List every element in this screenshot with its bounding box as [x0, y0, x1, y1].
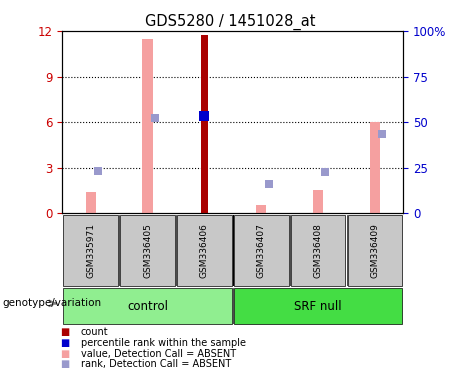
- Point: [322, 169, 329, 175]
- Text: rank, Detection Call = ABSENT: rank, Detection Call = ABSENT: [81, 359, 231, 369]
- FancyBboxPatch shape: [63, 288, 232, 324]
- Text: count: count: [81, 327, 108, 337]
- Bar: [370, 122, 380, 213]
- Bar: [201, 35, 208, 213]
- Text: percentile rank within the sample: percentile rank within the sample: [81, 338, 246, 348]
- FancyBboxPatch shape: [120, 215, 175, 286]
- Text: GSM336405: GSM336405: [143, 223, 152, 278]
- Text: ■: ■: [60, 338, 69, 348]
- Text: ■: ■: [60, 359, 69, 369]
- FancyBboxPatch shape: [177, 215, 232, 286]
- Text: ■: ■: [60, 327, 69, 337]
- Bar: [313, 190, 323, 213]
- Bar: [142, 39, 153, 213]
- Point: [95, 168, 102, 174]
- FancyBboxPatch shape: [348, 215, 402, 286]
- Point: [378, 131, 386, 137]
- Text: GSM335971: GSM335971: [86, 223, 95, 278]
- FancyBboxPatch shape: [63, 215, 118, 286]
- Text: SRF null: SRF null: [294, 300, 342, 313]
- FancyBboxPatch shape: [234, 215, 289, 286]
- Point: [201, 113, 208, 119]
- Text: control: control: [127, 300, 168, 313]
- Text: GSM336409: GSM336409: [371, 223, 379, 278]
- Text: genotype/variation: genotype/variation: [2, 298, 101, 308]
- Text: GSM336407: GSM336407: [257, 223, 266, 278]
- Text: GDS5280 / 1451028_at: GDS5280 / 1451028_at: [145, 13, 316, 30]
- FancyBboxPatch shape: [291, 215, 345, 286]
- Text: value, Detection Call = ABSENT: value, Detection Call = ABSENT: [81, 349, 236, 359]
- Text: GSM336406: GSM336406: [200, 223, 209, 278]
- Point: [265, 181, 272, 187]
- FancyBboxPatch shape: [234, 288, 402, 324]
- Bar: [86, 192, 96, 213]
- Text: GSM336408: GSM336408: [313, 223, 323, 278]
- Bar: [256, 205, 266, 213]
- Point: [151, 115, 159, 121]
- Text: ■: ■: [60, 349, 69, 359]
